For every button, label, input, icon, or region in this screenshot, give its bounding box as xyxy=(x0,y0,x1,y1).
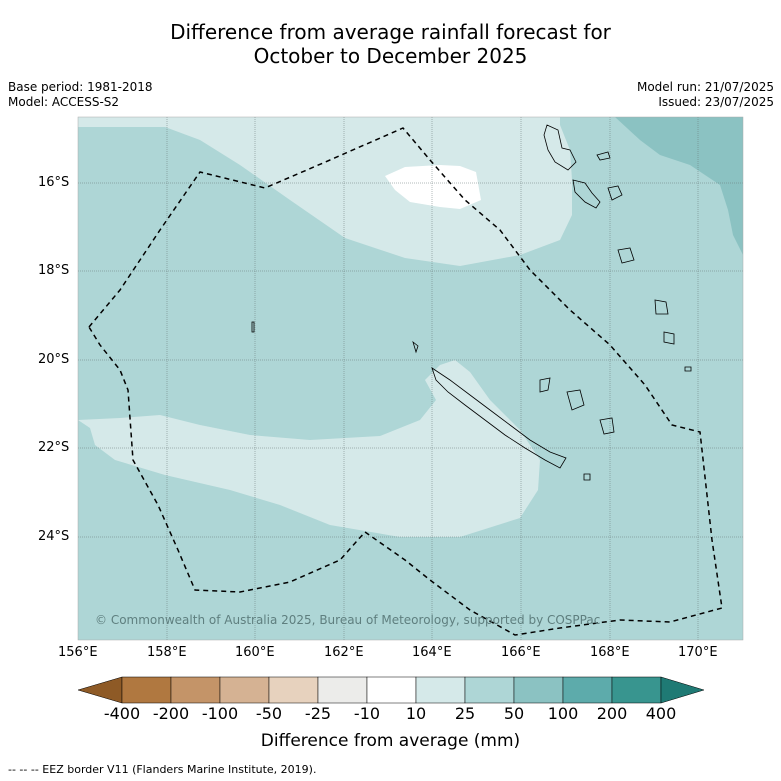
small-islet-1 xyxy=(412,340,419,354)
colorbar-swatch xyxy=(611,676,662,704)
lat-label: 24°S xyxy=(38,529,70,544)
meta-left: Base period: 1981-2018 Model: ACCESS-S2 xyxy=(8,80,153,110)
colorbar xyxy=(77,676,705,704)
islands xyxy=(251,124,692,481)
lon-label: 156°E xyxy=(58,645,98,660)
colorbar-swatch xyxy=(415,676,466,704)
colorbar-tick-label: -100 xyxy=(201,704,239,723)
lon-label: 166°E xyxy=(501,645,541,660)
map-frame xyxy=(77,116,744,641)
colorbar-tick-label: 100 xyxy=(547,704,579,723)
lat-label: 18°S xyxy=(38,263,70,278)
loyalty-island-3 xyxy=(599,417,615,435)
lon-label: 170°E xyxy=(678,645,718,660)
efate-island xyxy=(607,185,623,201)
malakula-island xyxy=(572,179,601,209)
colorbar-tick-label: 50 xyxy=(503,704,525,723)
erromango-island xyxy=(617,247,635,264)
colorbar-tick-label: 10 xyxy=(405,704,427,723)
lon-label: 164°E xyxy=(412,645,452,660)
issued-date: Issued: 23/07/2025 xyxy=(658,95,774,109)
eez-border xyxy=(88,127,723,636)
colorbar-tick-label: 200 xyxy=(596,704,628,723)
loyalty-island-1 xyxy=(539,377,551,393)
northeast-dark-region xyxy=(615,117,743,255)
colorbar-swatch xyxy=(366,676,417,704)
colorbar-title: Difference from average (mm) xyxy=(260,731,521,751)
small-islet-2 xyxy=(583,473,591,481)
colorbar-swatch xyxy=(317,676,368,704)
western-islet xyxy=(251,321,255,333)
lon-label: 160°E xyxy=(235,645,275,660)
colorbar-high-extension xyxy=(660,676,705,704)
lat-label: 22°S xyxy=(38,440,70,455)
colorbar-tick-label: -50 xyxy=(255,704,283,723)
copyright-notice: © Commonwealth of Australia 2025, Bureau… xyxy=(95,613,601,627)
map-title: Difference from average rainfall forecas… xyxy=(0,20,781,68)
lon-label: 168°E xyxy=(590,645,630,660)
colorbar-tick-label: -10 xyxy=(353,704,381,723)
loyalty-island-2 xyxy=(566,389,585,411)
colorbar-tick-label: 400 xyxy=(645,704,677,723)
colorbar-swatch xyxy=(464,676,515,704)
colorbar-swatch xyxy=(268,676,319,704)
lat-label: 16°S xyxy=(38,175,70,190)
base-period: Base period: 1981-2018 xyxy=(8,80,153,94)
colorbar-tick-label: -400 xyxy=(103,704,141,723)
southern-light-region xyxy=(78,360,540,537)
lon-label: 158°E xyxy=(147,645,187,660)
colorbar-tick-label: -25 xyxy=(304,704,332,723)
meta-right: Model run: 21/07/2025 Issued: 23/07/2025 xyxy=(637,80,774,110)
colorbar-swatch xyxy=(170,676,221,704)
northern-white-patch xyxy=(385,165,481,209)
lat-label: 20°S xyxy=(38,352,70,367)
colorbar-swatch xyxy=(219,676,270,704)
northern-light-region xyxy=(78,117,572,266)
colorbar-tick-label: -200 xyxy=(152,704,190,723)
colorbar-tick-label: 25 xyxy=(454,704,476,723)
model-run: Model run: 21/07/2025 xyxy=(636,80,774,94)
espiritu-santo-island xyxy=(543,124,577,171)
title-line-2: October to December 2025 xyxy=(253,44,528,68)
lon-label: 162°E xyxy=(324,645,364,660)
maewo-island xyxy=(596,151,611,161)
colorbar-swatch xyxy=(513,676,564,704)
eastern-island-2 xyxy=(663,331,675,345)
eez-footnote: -- -- -- EEZ border V11 (Flanders Marine… xyxy=(8,763,317,776)
colorbar-swatch xyxy=(562,676,613,704)
title-line-1: Difference from average rainfall forecas… xyxy=(170,20,611,44)
eastern-island-1 xyxy=(654,299,669,315)
colorbar-low-extension xyxy=(77,676,123,704)
eastern-island-3 xyxy=(684,366,692,372)
grid-lines xyxy=(78,117,743,640)
new-caledonia-island xyxy=(431,367,567,469)
model-name: Model: ACCESS-S2 xyxy=(8,95,120,109)
colorbar-swatch xyxy=(121,676,172,704)
